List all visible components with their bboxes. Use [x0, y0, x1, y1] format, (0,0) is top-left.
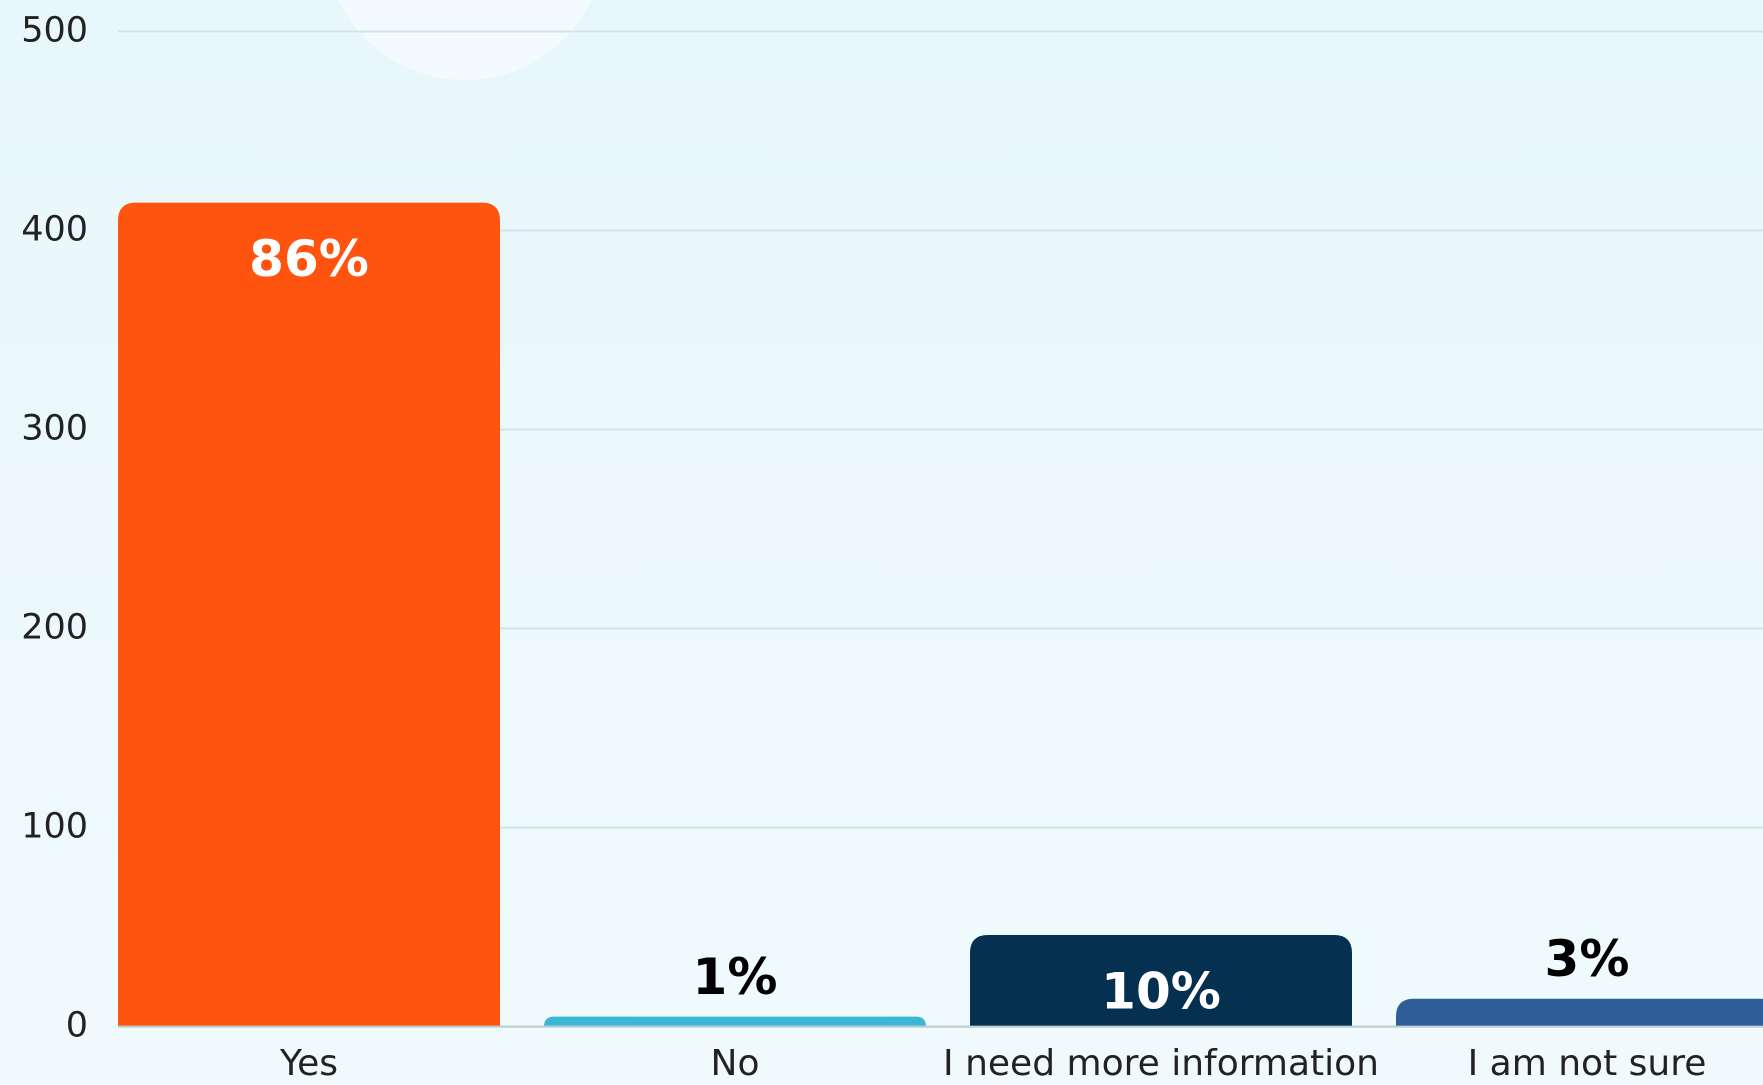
x-tick-label: Yes: [279, 1043, 338, 1084]
background-circle: [338, 0, 592, 80]
bar: [118, 202, 500, 1027]
y-tick-label: 0: [66, 1006, 88, 1046]
x-tick-label: I need more information: [943, 1043, 1379, 1084]
value-label: 86%: [249, 230, 369, 288]
value-label: 10%: [1101, 963, 1221, 1021]
value-label: 1%: [693, 948, 778, 1006]
value-label: 3%: [1545, 930, 1630, 988]
bar: [544, 1016, 926, 1027]
y-tick-label: 300: [21, 409, 88, 449]
x-tick-label: I am not sure: [1468, 1043, 1707, 1084]
bar: [1396, 998, 1763, 1027]
y-tick-label: 200: [21, 608, 88, 648]
bar: [970, 935, 1352, 1027]
y-tick-label: 100: [21, 807, 88, 847]
x-tick-label: No: [711, 1043, 760, 1084]
y-tick-label: 500: [21, 11, 88, 51]
y-tick-label: 400: [21, 210, 88, 250]
